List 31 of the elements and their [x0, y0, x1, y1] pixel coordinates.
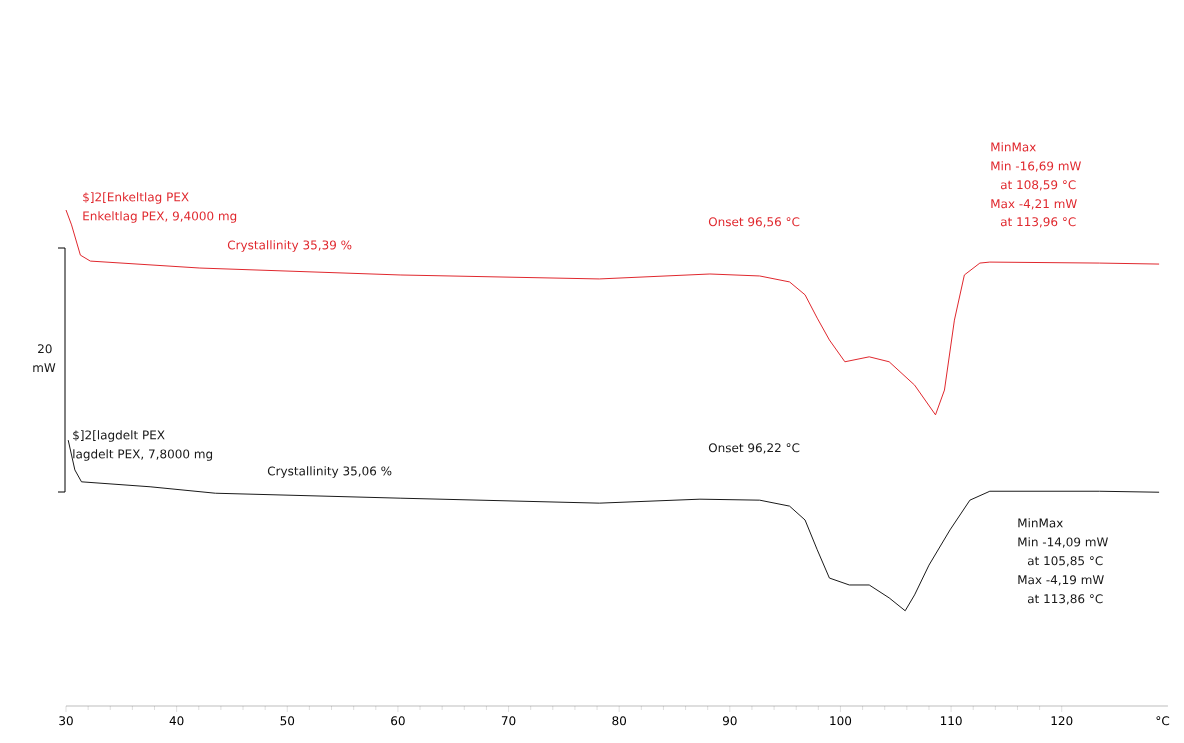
annotation: Onset 96,56 °C: [708, 217, 800, 228]
annotation: at 113,96 °C: [1000, 217, 1076, 228]
annotation: Min -14,09 mW: [1018, 537, 1108, 548]
text: 20: [38, 344, 52, 354]
x-tick-label: 30: [59, 716, 73, 726]
text: MinMax: [991, 142, 1036, 152]
x-tick-label: 90: [722, 716, 737, 726]
text: mW: [33, 363, 56, 372]
text: Min -16,69 mW: [991, 161, 1081, 172]
annotation: Crystallinity 35,06 %: [267, 466, 392, 478]
annotation: lagdelt PEX, 7,8000 mg: [73, 449, 213, 461]
text: at 108,59 °C: [1000, 180, 1076, 191]
x-tick-label: 80: [612, 716, 627, 726]
x-tick-label: 110: [940, 716, 962, 726]
annotation: Crystallinity 35,39 %: [227, 240, 352, 252]
x-tick-label: 120: [1051, 716, 1073, 726]
annotation: MinMax: [1018, 518, 1063, 528]
x-tick-label: 60: [391, 716, 405, 726]
annotation: Onset 96,22 °C: [708, 443, 800, 454]
annotation: at 105,85 °C: [1027, 556, 1103, 567]
x-axis-title: °C: [1156, 716, 1170, 726]
x-tick-label: 50: [280, 716, 295, 726]
series-label: $]2[lagdelt PEX: [73, 430, 165, 442]
annotation: Enkeltlag PEX, 9,4000 mg: [83, 211, 237, 223]
annotation: Max -4,19 mW: [1018, 575, 1104, 586]
x-tick-label: 70: [501, 716, 516, 726]
x-tick-label: 40: [169, 716, 184, 726]
text: Max -4,21 mW: [991, 199, 1077, 210]
annotation: at 113,86 °C: [1027, 594, 1103, 605]
series-label: $]2[Enkeltlag PEX: [83, 192, 189, 204]
x-tick-label: 100: [830, 716, 852, 726]
